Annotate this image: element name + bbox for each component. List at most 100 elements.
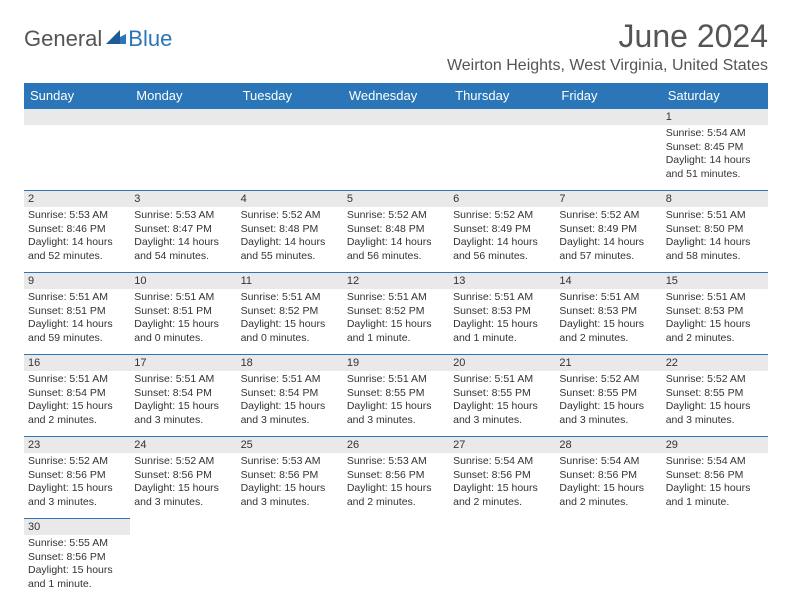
day-number: 21 (555, 355, 661, 371)
day-detail-line: Sunset: 8:54 PM (241, 387, 339, 401)
day-detail-line: Daylight: 15 hours (666, 482, 764, 496)
calendar-cell: 18Sunrise: 5:51 AMSunset: 8:54 PMDayligh… (237, 355, 343, 437)
day-detail-line: and 3 minutes. (28, 496, 126, 510)
day-detail-line: Daylight: 15 hours (347, 482, 445, 496)
empty-daynum-bar (555, 109, 661, 125)
empty-daynum-bar (237, 109, 343, 125)
day-details: Sunrise: 5:51 AMSunset: 8:52 PMDaylight:… (237, 289, 343, 350)
day-detail-line: and 3 minutes. (241, 414, 339, 428)
calendar-cell: 14Sunrise: 5:51 AMSunset: 8:53 PMDayligh… (555, 273, 661, 355)
day-detail-line: and 54 minutes. (134, 250, 232, 264)
day-details: Sunrise: 5:52 AMSunset: 8:48 PMDaylight:… (343, 207, 449, 268)
day-number: 7 (555, 191, 661, 207)
calendar-cell: 5Sunrise: 5:52 AMSunset: 8:48 PMDaylight… (343, 191, 449, 273)
day-detail-line: Daylight: 15 hours (134, 318, 232, 332)
day-details: Sunrise: 5:51 AMSunset: 8:51 PMDaylight:… (24, 289, 130, 350)
day-number: 27 (449, 437, 555, 453)
logo-text-blue: Blue (128, 26, 172, 52)
day-number: 19 (343, 355, 449, 371)
day-detail-line: Sunrise: 5:53 AM (134, 209, 232, 223)
calendar-cell (130, 519, 236, 601)
calendar-cell: 6Sunrise: 5:52 AMSunset: 8:49 PMDaylight… (449, 191, 555, 273)
calendar-cell: 24Sunrise: 5:52 AMSunset: 8:56 PMDayligh… (130, 437, 236, 519)
calendar-cell: 3Sunrise: 5:53 AMSunset: 8:47 PMDaylight… (130, 191, 236, 273)
day-number: 28 (555, 437, 661, 453)
weekday-header: Saturday (662, 83, 768, 109)
day-detail-line: Sunset: 8:53 PM (559, 305, 657, 319)
day-number: 6 (449, 191, 555, 207)
day-detail-line: and 57 minutes. (559, 250, 657, 264)
calendar-table: SundayMondayTuesdayWednesdayThursdayFrid… (24, 83, 768, 601)
calendar-header-row: SundayMondayTuesdayWednesdayThursdayFrid… (24, 83, 768, 109)
day-detail-line: and 3 minutes. (134, 496, 232, 510)
day-detail-line: Sunrise: 5:51 AM (666, 209, 764, 223)
empty-daynum-bar (130, 109, 236, 125)
day-detail-line: Sunset: 8:56 PM (28, 469, 126, 483)
weekday-header: Tuesday (237, 83, 343, 109)
day-detail-line: Sunrise: 5:51 AM (28, 291, 126, 305)
day-detail-line: Sunrise: 5:51 AM (347, 291, 445, 305)
day-detail-line: and 1 minute. (666, 496, 764, 510)
day-detail-line: Sunrise: 5:54 AM (453, 455, 551, 469)
day-detail-line: Sunset: 8:51 PM (28, 305, 126, 319)
day-detail-line: Daylight: 15 hours (559, 400, 657, 414)
day-details: Sunrise: 5:54 AMSunset: 8:56 PMDaylight:… (662, 453, 768, 514)
day-detail-line: Sunset: 8:53 PM (453, 305, 551, 319)
day-detail-line: Sunset: 8:48 PM (347, 223, 445, 237)
day-number: 9 (24, 273, 130, 289)
calendar-cell: 20Sunrise: 5:51 AMSunset: 8:55 PMDayligh… (449, 355, 555, 437)
day-detail-line: and 58 minutes. (666, 250, 764, 264)
day-detail-line: Sunrise: 5:52 AM (666, 373, 764, 387)
day-detail-line: Sunset: 8:49 PM (559, 223, 657, 237)
day-details: Sunrise: 5:51 AMSunset: 8:51 PMDaylight:… (130, 289, 236, 350)
day-detail-line: Sunset: 8:56 PM (347, 469, 445, 483)
day-number: 17 (130, 355, 236, 371)
day-detail-line: Daylight: 15 hours (28, 482, 126, 496)
day-number: 12 (343, 273, 449, 289)
day-number: 16 (24, 355, 130, 371)
day-detail-line: and 55 minutes. (241, 250, 339, 264)
day-detail-line: and 2 minutes. (453, 496, 551, 510)
day-detail-line: Sunset: 8:54 PM (134, 387, 232, 401)
logo: General Blue (24, 26, 172, 52)
day-number: 29 (662, 437, 768, 453)
day-detail-line: Daylight: 14 hours (559, 236, 657, 250)
day-detail-line: Daylight: 15 hours (241, 400, 339, 414)
day-detail-line: Daylight: 14 hours (28, 318, 126, 332)
day-detail-line: Daylight: 15 hours (453, 482, 551, 496)
calendar-cell: 9Sunrise: 5:51 AMSunset: 8:51 PMDaylight… (24, 273, 130, 355)
calendar-cell: 8Sunrise: 5:51 AMSunset: 8:50 PMDaylight… (662, 191, 768, 273)
day-detail-line: and 1 minute. (453, 332, 551, 346)
day-detail-line: Sunset: 8:49 PM (453, 223, 551, 237)
day-detail-line: Daylight: 14 hours (453, 236, 551, 250)
day-details: Sunrise: 5:51 AMSunset: 8:54 PMDaylight:… (24, 371, 130, 432)
day-detail-line: and 2 minutes. (347, 496, 445, 510)
calendar-cell: 1Sunrise: 5:54 AMSunset: 8:45 PMDaylight… (662, 109, 768, 191)
day-detail-line: Sunrise: 5:54 AM (559, 455, 657, 469)
day-details: Sunrise: 5:54 AMSunset: 8:45 PMDaylight:… (662, 125, 768, 186)
day-detail-line: Daylight: 15 hours (453, 400, 551, 414)
day-detail-line: Daylight: 15 hours (28, 400, 126, 414)
day-number: 2 (24, 191, 130, 207)
day-detail-line: Sunrise: 5:52 AM (241, 209, 339, 223)
day-detail-line: Sunrise: 5:52 AM (28, 455, 126, 469)
day-details: Sunrise: 5:51 AMSunset: 8:50 PMDaylight:… (662, 207, 768, 268)
day-detail-line: Daylight: 14 hours (666, 236, 764, 250)
calendar-cell: 23Sunrise: 5:52 AMSunset: 8:56 PMDayligh… (24, 437, 130, 519)
day-details: Sunrise: 5:51 AMSunset: 8:55 PMDaylight:… (343, 371, 449, 432)
title-block: June 2024 Weirton Heights, West Virginia… (447, 18, 768, 75)
day-detail-line: Sunrise: 5:51 AM (666, 291, 764, 305)
day-number: 22 (662, 355, 768, 371)
day-detail-line: Sunset: 8:55 PM (453, 387, 551, 401)
calendar-cell: 2Sunrise: 5:53 AMSunset: 8:46 PMDaylight… (24, 191, 130, 273)
empty-daynum-bar (343, 109, 449, 125)
day-number: 8 (662, 191, 768, 207)
calendar-cell: 10Sunrise: 5:51 AMSunset: 8:51 PMDayligh… (130, 273, 236, 355)
day-detail-line: Sunset: 8:50 PM (666, 223, 764, 237)
day-detail-line: Daylight: 15 hours (453, 318, 551, 332)
logo-mark-icon (106, 30, 126, 49)
day-detail-line: and 3 minutes. (559, 414, 657, 428)
day-detail-line: Sunrise: 5:51 AM (241, 291, 339, 305)
day-detail-line: Sunrise: 5:52 AM (134, 455, 232, 469)
day-detail-line: Sunset: 8:56 PM (559, 469, 657, 483)
